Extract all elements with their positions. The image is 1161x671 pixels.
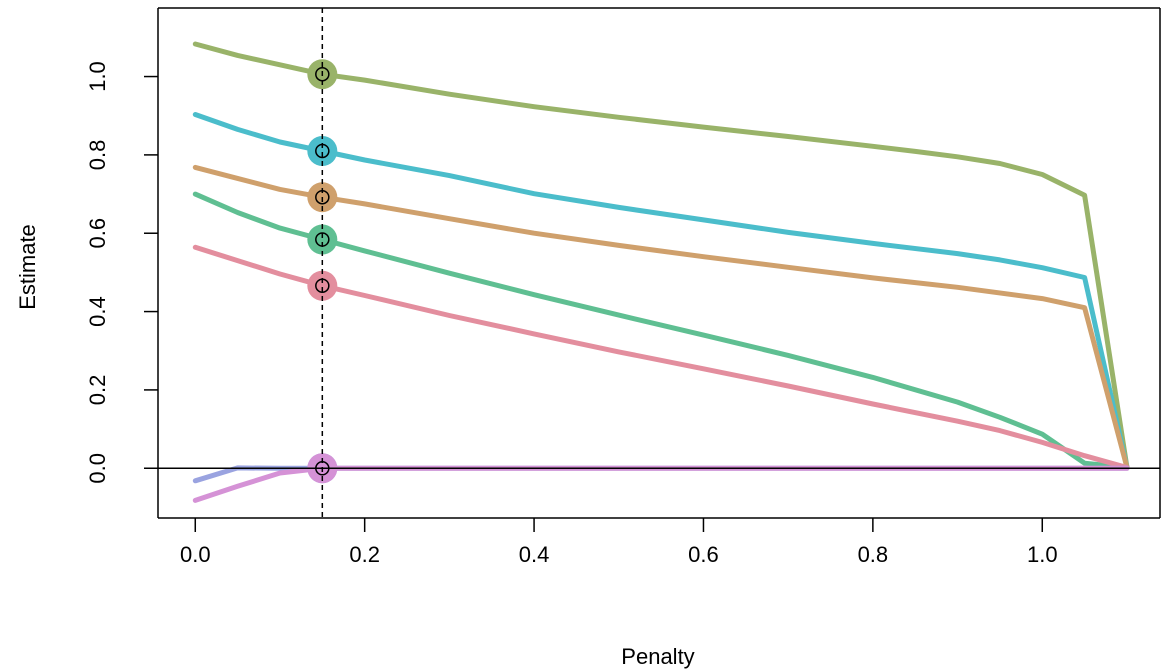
series-line-2 [192,164,1130,470]
y-tick-label-5: 1.0 [85,61,110,92]
x-axis-title: Penalty [621,644,694,669]
y-axis-title: Estimate [15,224,40,310]
selected-marker-1 [307,135,338,166]
axis-layer: 0.0 0.2 0.4 0.6 0.8 1.0 0.0 0.2 0.4 0.6 0.8 1.0 [85,7,1161,567]
x-tick-label-1: 0.2 [349,542,380,567]
y-tick-label-3: 0.6 [85,218,110,249]
x-tick-label-5: 1.0 [1027,542,1058,567]
x-tick-label-4: 0.8 [858,542,889,567]
x-tick-label-3: 0.6 [688,542,719,567]
series-line-4 [192,244,1130,470]
x-tick-label-2: 0.4 [519,542,550,567]
y-tick-label-1: 0.2 [85,375,110,406]
y-tick-label-4: 0.8 [85,140,110,171]
selected-marker-4 [307,270,338,301]
x-tick-label-0: 0.0 [180,542,211,567]
y-tick-label-0: 0.0 [85,453,110,484]
series-line-3 [192,191,1130,470]
series-line-1 [192,112,1130,470]
series-layer [192,41,1130,503]
y-tick-label-2: 0.4 [85,296,110,327]
selected-marker-3 [307,224,338,255]
